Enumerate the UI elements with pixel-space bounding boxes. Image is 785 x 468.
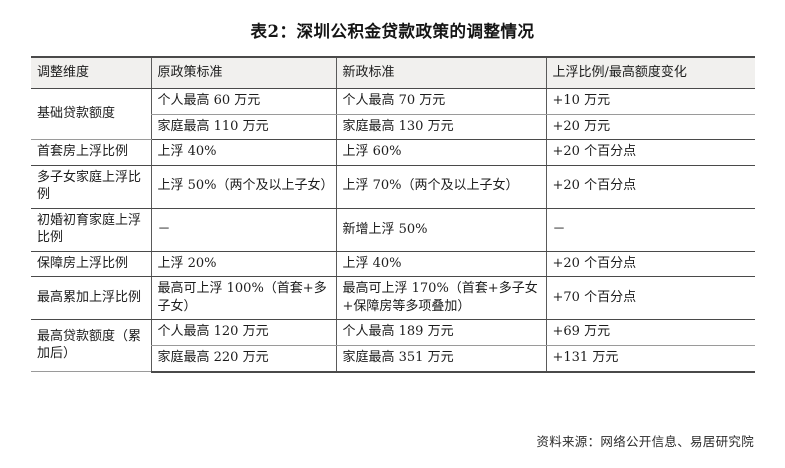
cell-old-policy: 家庭最高 110 万元 xyxy=(150,114,336,141)
cell-old-policy: 个人最高 60 万元 xyxy=(150,88,336,115)
cell-old-policy: 上浮 50%（两个及以上子女） xyxy=(150,165,336,209)
cell-change: +131 万元 xyxy=(545,345,755,373)
cell-change: － xyxy=(545,208,755,252)
table-body: 基础贷款额度 个人最高 60 万元 个人最高 70 万元 +10 万元 家庭最高 110… xyxy=(31,88,755,373)
column-header-new-policy: 新政标准 xyxy=(335,56,546,89)
cell-new-policy: 上浮 70%（两个及以上子女） xyxy=(335,165,546,209)
table-row: 多子女家庭上浮比例 上浮 50%（两个及以上子女） 上浮 70%（两个及以上子女） +… xyxy=(31,165,755,209)
column-header-dimension: 调整维度 xyxy=(31,56,151,89)
cell-change: +70 个百分点 xyxy=(545,276,755,321)
table-row: 家庭最高 110 万元 家庭最高 130 万元 +20 万元 xyxy=(31,114,755,141)
column-header-change: 上浮比例/最高额度变化 xyxy=(545,56,755,89)
cell-new-policy: 家庭最高 351 万元 xyxy=(335,345,546,373)
cell-old-policy: 上浮 40% xyxy=(150,139,336,166)
cell-dimension: 首套房上浮比例 xyxy=(31,139,151,166)
table-row: 家庭最高 220 万元 家庭最高 351 万元 +131 万元 xyxy=(31,345,755,373)
cell-dimension: 初婚初育家庭上浮比例 xyxy=(31,208,151,252)
cell-old-policy: 上浮 20% xyxy=(150,251,336,278)
cell-dimension: 多子女家庭上浮比例 xyxy=(31,165,151,209)
cell-old-policy: － xyxy=(150,208,336,252)
table-container: 调整维度 原政策标准 新政标准 上浮比例/最高额度变化 基础贷款额度 个人最高 6… xyxy=(31,56,755,373)
cell-old-policy: 家庭最高 220 万元 xyxy=(150,345,336,373)
cell-new-policy: 上浮 40% xyxy=(335,251,546,278)
policy-adjustment-table: 调整维度 原政策标准 新政标准 上浮比例/最高额度变化 基础贷款额度 个人最高 6… xyxy=(31,56,755,373)
cell-change: +20 个百分点 xyxy=(545,139,755,166)
source-note: 资料来源：网络公开信息、易居研究院 xyxy=(536,434,754,449)
page-title: 表2：深圳公积金贷款政策的调整情况 xyxy=(250,22,535,41)
cell-old-policy: 最高可上浮 100%（首套+多子女） xyxy=(150,276,336,321)
cell-dimension: 基础贷款额度 xyxy=(31,88,151,141)
column-header-old-policy: 原政策标准 xyxy=(150,56,336,89)
cell-change: +69 万元 xyxy=(545,319,755,347)
header-row: 调整维度 原政策标准 新政标准 上浮比例/最高额度变化 xyxy=(31,56,755,89)
cell-new-policy: 个人最高 70 万元 xyxy=(335,88,546,115)
table-row: 首套房上浮比例 上浮 40% 上浮 60% +20 个百分点 xyxy=(31,139,755,166)
cell-new-policy: 个人最高 189 万元 xyxy=(335,319,546,347)
table-header: 调整维度 原政策标准 新政标准 上浮比例/最高额度变化 xyxy=(31,56,755,89)
cell-change: +20 个百分点 xyxy=(545,165,755,209)
cell-new-policy: 最高可上浮 170%（首套+多子女+保障房等多项叠加） xyxy=(335,276,546,321)
cell-new-policy: 新增上浮 50% xyxy=(335,208,546,252)
table-row: 初婚初育家庭上浮比例－新增上浮 50% － xyxy=(31,208,755,252)
cell-dimension: 保障房上浮比例 xyxy=(31,251,151,278)
cell-dimension: 最高累加上浮比例 xyxy=(31,276,151,321)
cell-change: +20 个百分点 xyxy=(545,251,755,278)
cell-dimension: 最高贷款额度（累加后） xyxy=(31,319,151,373)
table-row: 最高贷款额度（累加后） 个人最高 120 万元 个人最高 189 万元 +69 万元 xyxy=(31,319,755,373)
cell-new-policy: 家庭最高 130 万元 xyxy=(335,114,546,141)
table-row: 保障房上浮比例 上浮 20% 上浮 40% +20 个百分点 xyxy=(31,251,755,278)
cell-new-policy: 上浮 60% xyxy=(335,139,546,166)
cell-change: +10 万元 xyxy=(545,88,755,115)
cell-old-policy: 个人最高 120 万元 xyxy=(150,319,336,347)
cell-change: +20 万元 xyxy=(545,114,755,141)
table-row: 基础贷款额度 个人最高 60 万元 个人最高 70 万元 +10 万元 xyxy=(31,88,755,141)
table-row: 最高累加上浮比例 最高可上浮 100%（首套+多子女） 最高可上浮 170%（首套+… xyxy=(31,276,755,321)
